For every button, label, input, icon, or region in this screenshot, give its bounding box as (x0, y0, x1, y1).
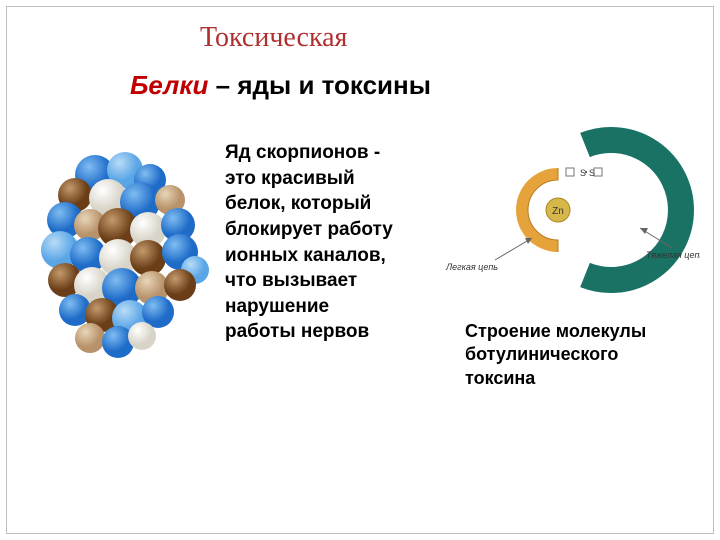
diagram-caption: Строение молекулы ботулинического токсин… (465, 320, 685, 390)
subtitle: Белки – яды и токсины (130, 70, 431, 101)
heavy-chain-label: Тяжелая цепь (646, 250, 700, 260)
disulfide-s1: S (580, 168, 586, 178)
light-chain-label: Легкая цепь (445, 262, 498, 272)
botulinum-diagram: Zn S S Легкая цепь Тяжелая цепь (440, 120, 700, 300)
scorpion-venom-text: Яд скорпионов - это красивый белок, кото… (225, 140, 403, 345)
protein-surface-image (30, 140, 215, 360)
disulfide-box-left (566, 168, 574, 176)
light-chain-arrow (495, 238, 532, 260)
subtitle-prefix: Белки (130, 70, 208, 100)
page-title: Токсическая (200, 22, 347, 54)
zinc-label: Zn (552, 206, 564, 217)
disulfide-s2: S (589, 168, 595, 178)
disulfide-box-right (594, 168, 602, 176)
subtitle-sep: – (208, 70, 237, 100)
subtitle-rest: яды и токсины (237, 70, 431, 100)
